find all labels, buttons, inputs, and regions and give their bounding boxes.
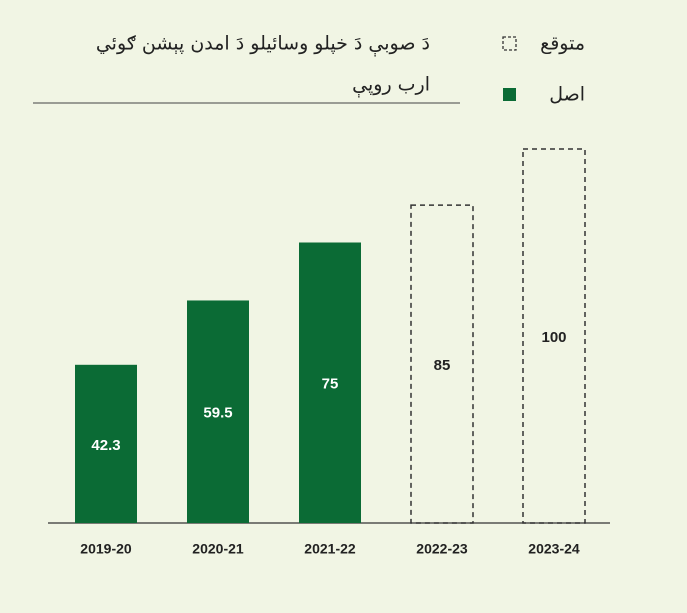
bar <box>75 364 137 523</box>
x-tick-label: 2022-23 <box>416 541 468 557</box>
value-label: 100 <box>541 329 566 346</box>
legend-swatch <box>503 88 516 101</box>
value-label: 59.5 <box>203 405 232 422</box>
x-tick-label: 2020-21 <box>192 541 244 557</box>
legend-label: متوقع <box>540 33 585 55</box>
bar <box>187 300 249 523</box>
x-tick-label: 2019-20 <box>80 541 132 557</box>
legend-label: اصل <box>549 84 585 106</box>
x-tick-label: 2021-22 <box>304 541 356 557</box>
legend-swatch <box>502 36 517 51</box>
chart-subtitle: ارب روپې <box>352 74 430 99</box>
x-tick-label: 2023-24 <box>528 541 580 557</box>
value-label: 42.3 <box>91 437 120 454</box>
value-label: 85 <box>434 357 451 374</box>
bar <box>299 242 361 523</box>
chart-title: دَ صوبې دَ خپلو وسائیلو دَ امدن پېشن ګوئ… <box>96 33 430 58</box>
bar <box>522 148 586 524</box>
bar <box>410 204 474 524</box>
value-label: 75 <box>322 376 339 393</box>
